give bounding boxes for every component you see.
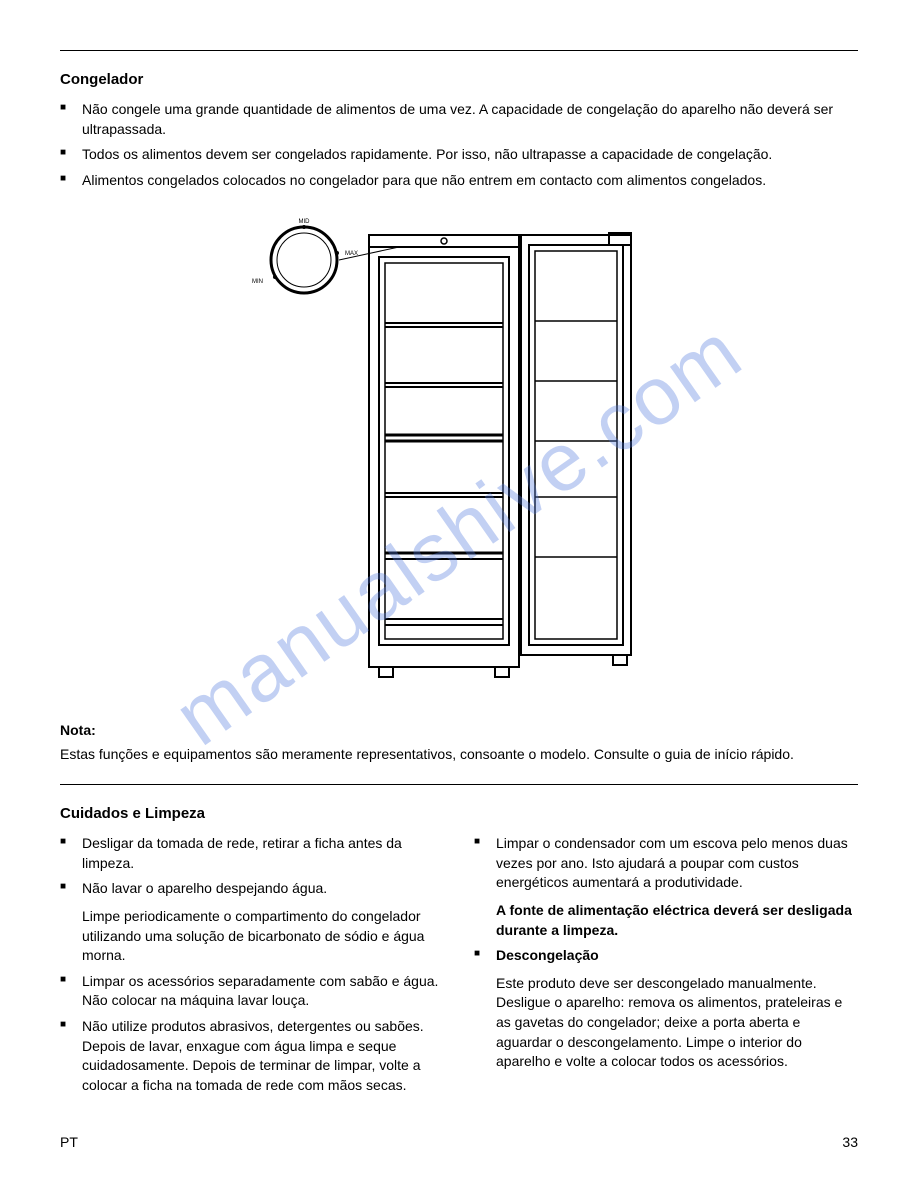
list-item: Não lavar o aparelho despejando água. Li… bbox=[60, 879, 444, 965]
freezer-diagram-svg: MID MAX MIN bbox=[249, 215, 669, 685]
bullet-text: Todos os alimentos devem ser congelados … bbox=[82, 146, 772, 162]
list-item: Desligar da tomada de rede, retirar a fi… bbox=[60, 834, 444, 873]
section2-col-right: Limpar o condensador com um escova pelo … bbox=[474, 834, 858, 1101]
bullet-text: Limpar os acessórios separadamente com s… bbox=[82, 973, 438, 1009]
bullet-text: Não congele uma grande quantidade de ali… bbox=[82, 101, 833, 137]
note-title: Nota: bbox=[60, 721, 858, 741]
section2-columns: Desligar da tomada de rede, retirar a fi… bbox=[60, 834, 858, 1101]
list-item: Limpar os acessórios separadamente com s… bbox=[60, 972, 444, 1011]
dial-mid-label: MID bbox=[299, 219, 311, 225]
bullet-text: Não lavar o aparelho despejando água. bbox=[82, 880, 327, 896]
appliance-figure: MID MAX MIN bbox=[60, 215, 858, 691]
freezer-cabinet bbox=[369, 235, 519, 677]
bullet-subtext: Este produto deve ser descongelado manua… bbox=[496, 974, 858, 1072]
list-item: Limpar o condensador com um escova pelo … bbox=[474, 834, 858, 940]
note-body: Estas funções e equipamentos são meramen… bbox=[60, 745, 858, 765]
bullet-label-bold: Descongelação bbox=[496, 947, 599, 963]
section1-list: Não congele uma grande quantidade de ali… bbox=[60, 100, 858, 190]
section1-item: Não congele uma grande quantidade de ali… bbox=[60, 100, 858, 139]
footer-page: 33 bbox=[842, 1133, 858, 1153]
bullet-text: Limpar o condensador com um escova pelo … bbox=[496, 835, 848, 890]
bullet-text: Alimentos congelados colocados no congel… bbox=[82, 172, 766, 188]
temperature-dial: MID MAX MIN bbox=[252, 219, 399, 293]
bullet-subtext: Limpe periodicamente o compartimento do … bbox=[82, 907, 444, 966]
note-block: Nota: Estas funções e equipamentos são m… bbox=[60, 721, 858, 764]
dial-min-label: MIN bbox=[252, 279, 263, 285]
section1-item: Alimentos congelados colocados no congel… bbox=[60, 171, 858, 191]
list-item: Descongelação Este produto deve ser desc… bbox=[474, 946, 858, 1072]
list-item: Não utilize produtos abrasivos, detergen… bbox=[60, 1017, 444, 1095]
section1-title: Congelador bbox=[60, 69, 858, 90]
footer-lang: PT bbox=[60, 1133, 78, 1153]
top-rule bbox=[60, 50, 858, 51]
section2-col-left: Desligar da tomada de rede, retirar a fi… bbox=[60, 834, 444, 1101]
bullet-text: Desligar da tomada de rede, retirar a fi… bbox=[82, 835, 402, 871]
freezer-door bbox=[521, 233, 631, 665]
section2-title: Cuidados e Limpeza bbox=[60, 803, 858, 824]
page-footer: PT 33 bbox=[60, 1133, 858, 1153]
bullet-sub-bold: A fonte de alimentação eléctrica deverá … bbox=[496, 901, 858, 940]
bullet-text: Não utilize produtos abrasivos, detergen… bbox=[82, 1018, 424, 1093]
mid-rule bbox=[60, 784, 858, 785]
section1-item: Todos os alimentos devem ser congelados … bbox=[60, 145, 858, 165]
